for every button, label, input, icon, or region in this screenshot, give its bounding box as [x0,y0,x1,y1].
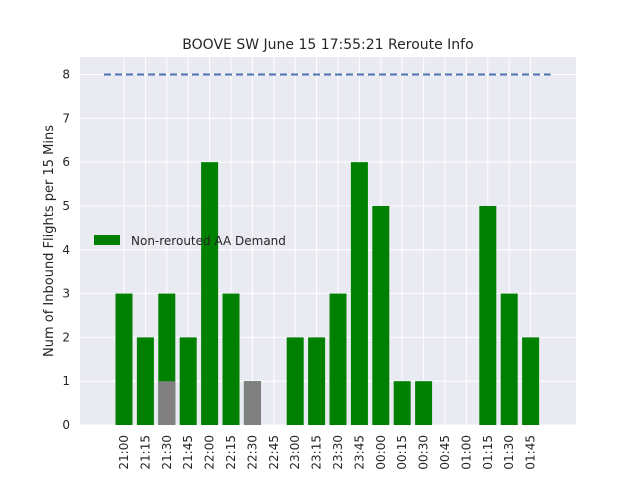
y-tick-label: 3 [62,287,70,301]
x-tick-label: 21:45 [181,435,195,470]
y-tick-label: 5 [62,199,70,213]
y-axis-label: Num of Inbound Flights per 15 Mins [42,125,57,357]
x-tick-label: 23:30 [331,435,345,470]
bar-secondary [158,381,176,425]
bar-nonrerouted [308,337,326,425]
bar-nonrerouted [201,162,219,425]
bar-nonrerouted [500,293,518,425]
x-tick-label: 23:45 [352,435,366,470]
x-tick-label: 00:00 [374,435,388,470]
y-tick-label: 7 [62,111,70,125]
bar-nonrerouted [222,293,240,425]
x-tick-label: 01:30 [502,435,516,470]
legend-swatch [94,235,120,245]
y-tick-label: 1 [62,374,70,388]
bar-nonrerouted [350,162,368,425]
x-tick-label: 01:15 [481,435,495,470]
x-tick-label: 21:30 [160,435,174,470]
x-tick-label: 00:45 [438,435,452,470]
x-tick-label: 22:00 [203,435,217,470]
y-tick-label: 8 [62,68,70,82]
x-tick-label: 00:15 [395,435,409,470]
x-tick-label: 21:15 [138,435,152,470]
bar-nonrerouted [329,293,347,425]
y-tick-label: 2 [62,330,70,344]
x-tick-label: 23:15 [310,435,324,470]
x-tick-label: 21:00 [117,435,131,470]
bar-nonrerouted [286,337,304,425]
bar-nonrerouted [479,205,497,425]
bar-nonrerouted [393,381,411,425]
bar-nonrerouted [415,381,433,425]
x-tick-label: 01:00 [459,435,473,470]
x-tick-label: 22:15 [224,435,238,470]
x-tick-labels: 21:00 21:15 21:30 21:45 22:00 22:15 22:30 22:45… [117,435,538,470]
bar-nonrerouted [522,337,540,425]
bar-nonrerouted [179,337,197,425]
y-tick-label: 4 [62,243,70,257]
y-tick-labels: 0 1 2 3 4 5 6 7 8 [62,68,70,432]
x-tick-label: 01:45 [524,435,538,470]
bar-nonrerouted [372,205,390,425]
x-tick-label: 00:30 [417,435,431,470]
legend: Non-rerouted AA Demand [94,234,286,248]
x-tick-label: 22:45 [267,435,281,470]
bar-nonrerouted [136,337,154,425]
bar-secondary [243,381,261,425]
y-tick-label: 6 [62,155,70,169]
chart-title: BOOVE SW June 15 17:55:21 Reroute Info [182,37,473,53]
legend-label: Non-rerouted AA Demand [131,234,286,248]
bars [115,162,540,425]
x-tick-label: 23:00 [288,435,302,470]
bar-nonrerouted [115,293,133,425]
y-tick-label: 0 [62,418,70,432]
x-tick-label: 22:30 [245,435,259,470]
